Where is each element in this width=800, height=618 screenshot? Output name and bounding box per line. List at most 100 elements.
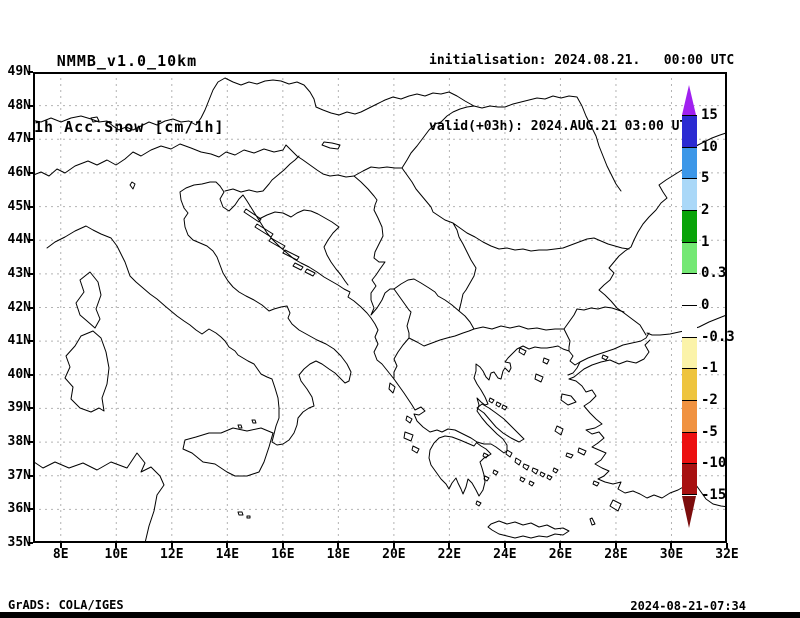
lat-label: 36N [7,501,31,517]
lat-tick [28,239,33,242]
lon-label: 22E [437,547,462,562]
coast-sardinia [64,330,110,413]
coast-crete [487,520,570,539]
lon-tick [115,543,118,548]
lon-label: 28E [604,547,628,562]
lon-label: 14E [215,547,240,562]
lat-label: 37N [7,467,31,483]
initialisation-line: initialisation: 2024.08.21. 00:00 UTC [429,53,735,68]
lat-label: 42N [7,299,31,315]
colorbar-tick-label: -2 [701,392,718,408]
colorbar-segment [682,241,697,274]
lat-tick [28,104,33,107]
lon-label: 32E [715,547,739,562]
colorbar-segment [682,146,697,179]
coast-marmara [568,332,651,380]
coast-north-africa [33,452,165,543]
run-info-block: initialisation: 2024.08.21. 00:00 UTC va… [429,6,734,182]
map-coastlines [33,77,727,543]
coast-turkey-west [568,378,727,508]
lat-label: 39N [7,400,31,416]
colorbar-segment [682,273,697,305]
colorbar-tick-label: 15 [701,107,718,123]
coast-italy [46,181,352,446]
colorbar-tick-label: 10 [701,138,718,155]
lon-label: 16E [271,547,295,562]
lakes [90,116,341,190]
lat-tick [28,306,33,309]
lat-tick [28,171,33,174]
model-title: NMMB_v1.0_10km [56,52,198,70]
colorbar-tick-label: 2 [701,202,710,218]
lon-tick [59,543,62,548]
lon-tick [281,543,284,548]
lat-label: 43N [7,265,31,281]
lat-label: 49N [7,64,31,79]
colorbar-tick-label: -1 [701,360,718,377]
colorbar-segment [682,463,697,495]
lon-tick [448,543,451,548]
lon-tick [226,543,229,548]
coast-euboea [476,403,525,443]
lat-label: 40N [7,366,31,382]
lat-tick [28,138,33,141]
lat-tick [28,542,33,544]
lon-tick [726,543,728,548]
colorbar-segment [682,400,697,432]
lat-label: 41N [7,333,31,349]
colorbar-tick-label: -5 [701,423,718,440]
lat-tick [28,474,33,477]
lat-label: 38N [7,434,31,450]
colorbar-tick-label: 0.3 [701,265,727,282]
colorbar-segment [682,336,697,369]
colorbar-tick-label: -15 [701,487,727,503]
lon-tick [614,543,617,548]
colorbar-tick-label: 1 [701,233,710,250]
coast-corsica [75,271,102,329]
colorbar-segment [682,115,697,147]
lat-label: 46N [7,164,31,180]
bottom-window-edge [0,612,800,618]
coast-attica-north-aegean [473,345,581,454]
borders-central-europe [33,77,622,193]
lat-tick [28,373,33,376]
colorbar-arrow-up [682,85,696,115]
lat-tick [28,272,33,275]
grads-credit: GrADS: COLA/IGES [8,598,124,612]
colorbar-tick-label: 0 [701,297,710,313]
lon-label: 30E [659,547,684,562]
lat-tick [28,205,33,208]
colorbar-segment [682,305,697,337]
lon-tick [670,543,673,548]
lat-label: 47N [7,131,31,147]
lon-tick [170,543,173,548]
lon-label: 12E [160,547,184,562]
render-timestamp: 2024-08-21-07:34 [630,599,746,613]
lon-tick [559,543,562,548]
lon-tick [337,543,340,548]
lat-label: 48N [7,97,31,113]
lat-tick [28,340,33,343]
lat-tick [28,441,33,444]
colorbar-tick-label: -10 [701,455,727,472]
lat-tick [28,407,33,410]
field-title: 1h Acc.Snow [cm/1h] [34,118,225,136]
lon-label: 10E [104,547,128,562]
colorbar-arrow-down [682,496,696,528]
borders-balkans [258,167,630,379]
lat-label: 35N [7,535,31,550]
lon-label: 24E [493,547,517,562]
lon-label: 18E [326,547,351,562]
lat-label: 45N [7,198,31,214]
lat-tick [28,71,33,73]
colorbar-segment [682,210,697,242]
lon-tick [503,543,506,548]
lon-tick [392,543,395,548]
islands-small [243,208,622,526]
lat-label: 44N [7,232,31,248]
colorbar-segment [682,178,697,210]
colorbar-segment [682,368,697,400]
coast-adriatic-greece [219,185,492,497]
lon-label: 20E [382,547,406,562]
plot-title-block: NMMB_v1.0_10km 1h Acc.Snow [cm/1h] [34,6,225,182]
